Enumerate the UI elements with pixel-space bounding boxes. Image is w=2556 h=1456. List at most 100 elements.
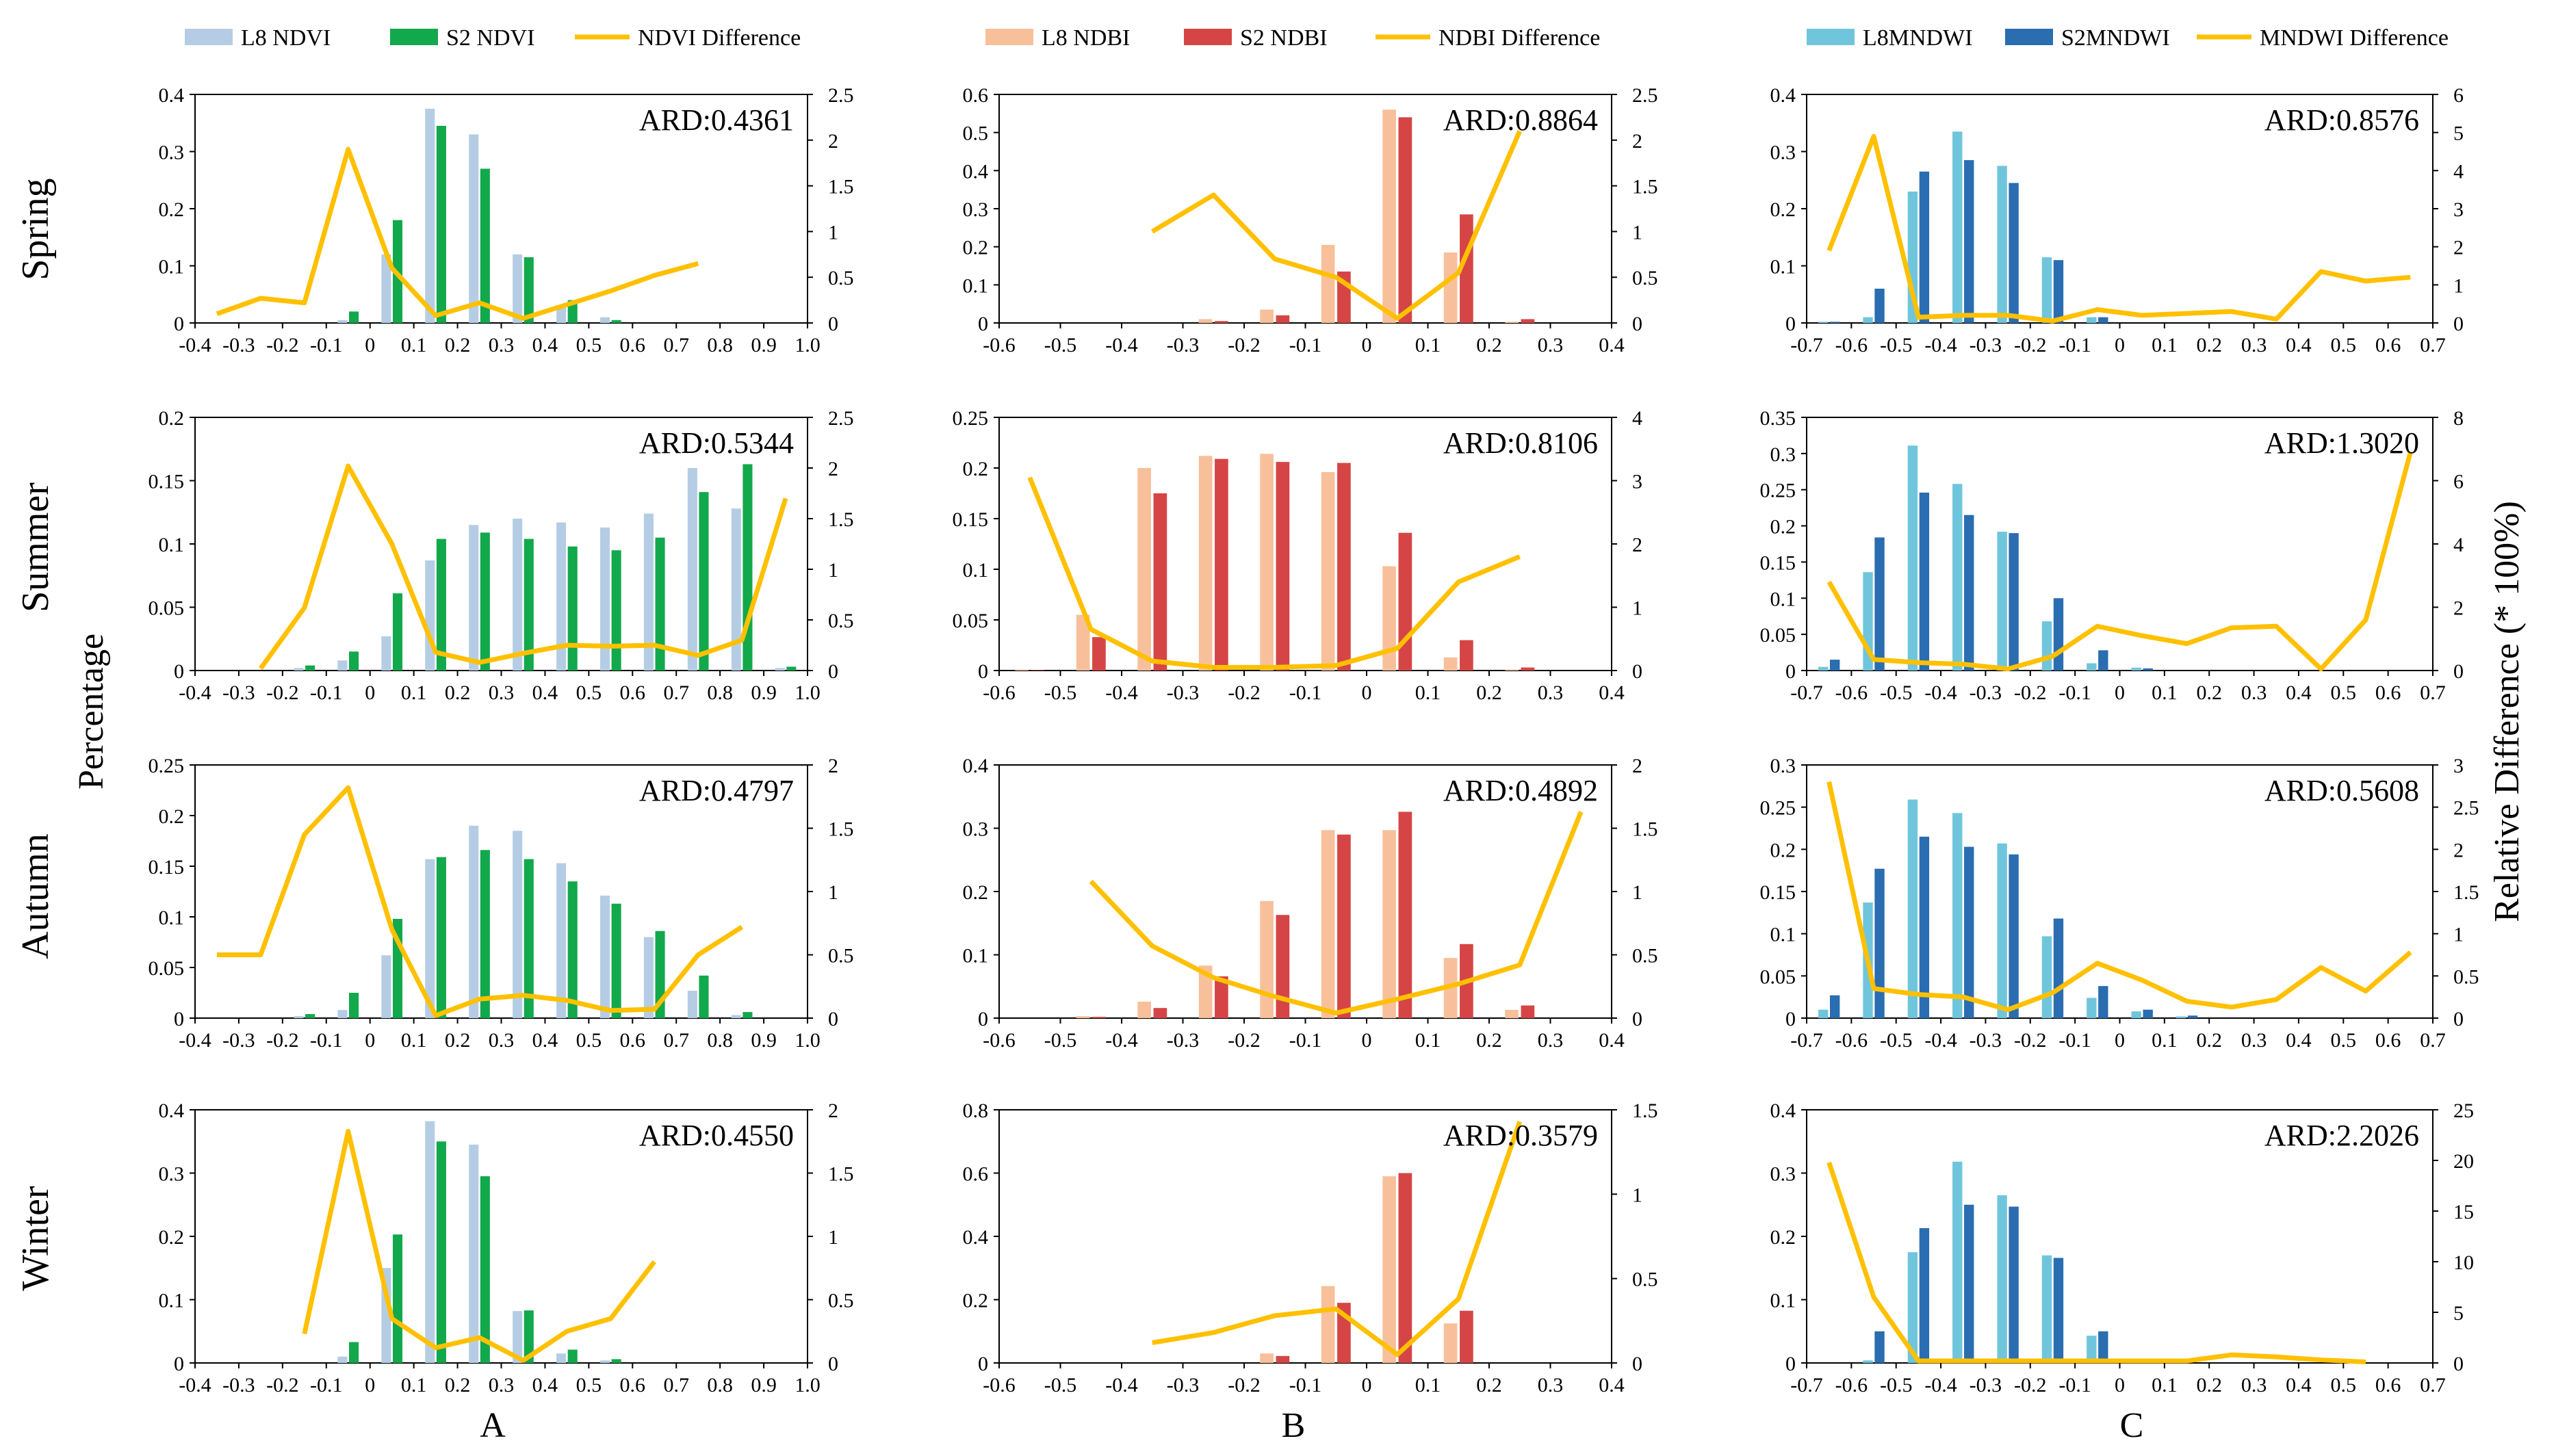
x-tick-label-5: 0.1 bbox=[401, 1374, 427, 1396]
y2-tick-label-0: 0 bbox=[828, 1353, 838, 1375]
bar-l8-ndbi-7 bbox=[1505, 1009, 1519, 1018]
bar-l8mndwi-0 bbox=[1818, 1009, 1829, 1018]
y-tick-label-3: 0.3 bbox=[1770, 142, 1796, 164]
y-tick-label-0: 0 bbox=[978, 1008, 988, 1030]
x-tick-label-6: -0.1 bbox=[2058, 681, 2091, 704]
x-tick-label-3: -0.3 bbox=[1167, 1029, 1200, 1052]
y2-tick-label-3: 1.5 bbox=[828, 818, 854, 841]
bar-s2-ndvi-4 bbox=[480, 850, 490, 1018]
bar-s2-ndbi-4 bbox=[1337, 834, 1351, 1018]
bar-l8-ndvi-5 bbox=[513, 831, 523, 1018]
bar-s2-ndbi-0 bbox=[1031, 670, 1045, 671]
bar-l8-ndbi-5 bbox=[1382, 830, 1396, 1018]
chart-panel-c-autumn: -0.7 -0.6 -0.5 -0.4 -0.3 -0.2 -0.1 0 0.1 0.2 0.3 0.… bbox=[1760, 755, 2479, 1052]
y2-tick-label-0: 0 bbox=[1632, 1353, 1642, 1375]
x-tick-label-2: -0.5 bbox=[1880, 334, 1913, 356]
bar-s2-ndbi-1 bbox=[1092, 637, 1106, 671]
y-tick-label-3: 0.3 bbox=[1770, 1163, 1796, 1186]
bar-s2mndwi-2 bbox=[1919, 492, 1930, 671]
x-tick-label-5: -0.2 bbox=[2014, 1374, 2047, 1396]
x-tick-label-7: 0 bbox=[2115, 334, 2125, 356]
bar-l8mndwi-3 bbox=[1952, 484, 1963, 671]
y2-tick-label-5: 2.5 bbox=[828, 407, 854, 430]
x-tick-label-9: 0.2 bbox=[2196, 334, 2222, 356]
x-tick-label-8: 0.1 bbox=[2152, 1029, 2178, 1052]
bar-l8-ndvi-2 bbox=[381, 955, 391, 1018]
legend-label-0-0: L8 NDVI bbox=[241, 25, 331, 51]
bar-s2mndwi-0 bbox=[1874, 1331, 1885, 1363]
y2-tick-label-2: 1 bbox=[828, 221, 838, 244]
chart-panel-b-summer: -0.6 -0.5 -0.4 -0.3 -0.2 -0.1 0 0.1 0.2 0.3 0.4 0 0.… bbox=[953, 407, 1643, 704]
y2-tick-label-0: 0 bbox=[1632, 313, 1642, 335]
bar-l8-ndvi-5 bbox=[556, 1353, 567, 1363]
y-tick-label-2: 0.2 bbox=[159, 198, 185, 221]
bar-l8mndwi-5 bbox=[2041, 257, 2052, 323]
bar-s2-ndvi-1 bbox=[392, 1234, 403, 1363]
bar-s2mndwi-2 bbox=[1919, 836, 1930, 1018]
x-tick-label-5: -0.1 bbox=[1289, 1374, 1322, 1396]
season-label-autumn: Autumn bbox=[14, 833, 57, 959]
legend-label-2-0: L8MNDWI bbox=[1863, 25, 1973, 51]
bar-s2-ndbi-0 bbox=[1276, 1355, 1290, 1363]
y-tick-label-3: 0.3 bbox=[963, 818, 989, 841]
bar-s2mndwi-4 bbox=[2009, 183, 2019, 323]
bar-l8mndwi-2 bbox=[1907, 445, 1918, 671]
bar-l8-ndbi-5 bbox=[1321, 471, 1335, 671]
x-tick-label-9: 0.5 bbox=[576, 1374, 602, 1396]
bar-s2-ndvi-4 bbox=[480, 532, 490, 671]
y-tick-label-1: 0.2 bbox=[963, 1290, 989, 1312]
bar-l8mndwi-1 bbox=[1863, 317, 1873, 323]
x-tick-label-10: 0.3 bbox=[2241, 681, 2267, 704]
y2-tick-label-1: 0.5 bbox=[1632, 945, 1658, 967]
y-tick-label-2: 0.1 bbox=[1770, 588, 1796, 610]
x-tick-label-13: 0.9 bbox=[751, 334, 777, 356]
difference-line bbox=[1826, 781, 2412, 1013]
bar-s2-ndvi-3 bbox=[480, 168, 490, 323]
y2-tick-label-1: 0.5 bbox=[1632, 1269, 1658, 1291]
y-tick-label-0: 0 bbox=[1785, 1353, 1796, 1375]
x-tick-label-9: 0.2 bbox=[2196, 1374, 2222, 1396]
column-label-b: B bbox=[1282, 1406, 1306, 1445]
bar-s2-ndbi-2 bbox=[1215, 976, 1228, 1018]
y2-tick-label-0: 0 bbox=[1632, 660, 1642, 683]
bar-l8-ndvi-3 bbox=[469, 1144, 479, 1363]
x-tick-label-2: -0.2 bbox=[266, 1029, 299, 1052]
legend-swatch-1-1 bbox=[1184, 29, 1232, 45]
y-tick-label-4: 0.4 bbox=[1770, 84, 1796, 107]
x-tick-label-12: 0.5 bbox=[2331, 1374, 2357, 1396]
x-tick-label-11: 0.7 bbox=[663, 1029, 689, 1052]
bar-l8-ndbi-6 bbox=[1382, 566, 1396, 671]
y-tick-label-2: 0.2 bbox=[963, 881, 989, 904]
bar-s2mndwi-0 bbox=[1829, 322, 1840, 323]
y-tick-label-2: 0.1 bbox=[159, 907, 185, 929]
bar-l8-ndvi-4 bbox=[469, 525, 479, 671]
y2-tick-label-0: 0 bbox=[2453, 1353, 2464, 1375]
x-tick-label-4: -0.3 bbox=[1970, 1374, 2002, 1396]
bar-l8-ndvi-6 bbox=[599, 1360, 610, 1363]
bar-l8-ndvi-0 bbox=[294, 1016, 304, 1018]
x-tick-label-8: 0.1 bbox=[2152, 1374, 2178, 1396]
bar-s2-ndbi-3 bbox=[1276, 915, 1290, 1018]
bar-l8-ndbi-1 bbox=[1076, 614, 1090, 671]
bar-s2-ndbi-0 bbox=[1215, 321, 1228, 323]
x-tick-label-7: 0.1 bbox=[1415, 681, 1441, 704]
bar-l8mndwi-8 bbox=[2176, 1016, 2186, 1018]
bar-l8-ndvi-3 bbox=[469, 134, 479, 323]
x-tick-label-8: 0.4 bbox=[532, 1374, 558, 1396]
x-tick-label-2: -0.4 bbox=[1105, 1029, 1138, 1052]
bar-l8-ndvi-7 bbox=[599, 527, 610, 671]
x-tick-label-4: 0 bbox=[365, 1029, 375, 1052]
bar-s2-ndvi-6 bbox=[567, 881, 578, 1018]
x-tick-label-10: 0.3 bbox=[2241, 1374, 2267, 1396]
x-tick-label-10: 0.6 bbox=[620, 1029, 646, 1052]
bar-s2-ndbi-3 bbox=[1398, 117, 1412, 323]
x-tick-label-8: 0.4 bbox=[532, 1029, 558, 1052]
y2-tick-label-3: 1.5 bbox=[2453, 881, 2479, 904]
x-tick-label-3: -0.1 bbox=[310, 1374, 343, 1396]
x-tick-label-8: 0.2 bbox=[1476, 681, 1502, 704]
bar-l8-ndbi-0 bbox=[1076, 1016, 1090, 1018]
bar-s2-ndbi-4 bbox=[1276, 462, 1290, 671]
bar-s2-ndvi-9 bbox=[699, 975, 709, 1018]
x-tick-label-6: 0.2 bbox=[445, 681, 471, 704]
bar-s2-ndbi-3 bbox=[1215, 458, 1228, 671]
